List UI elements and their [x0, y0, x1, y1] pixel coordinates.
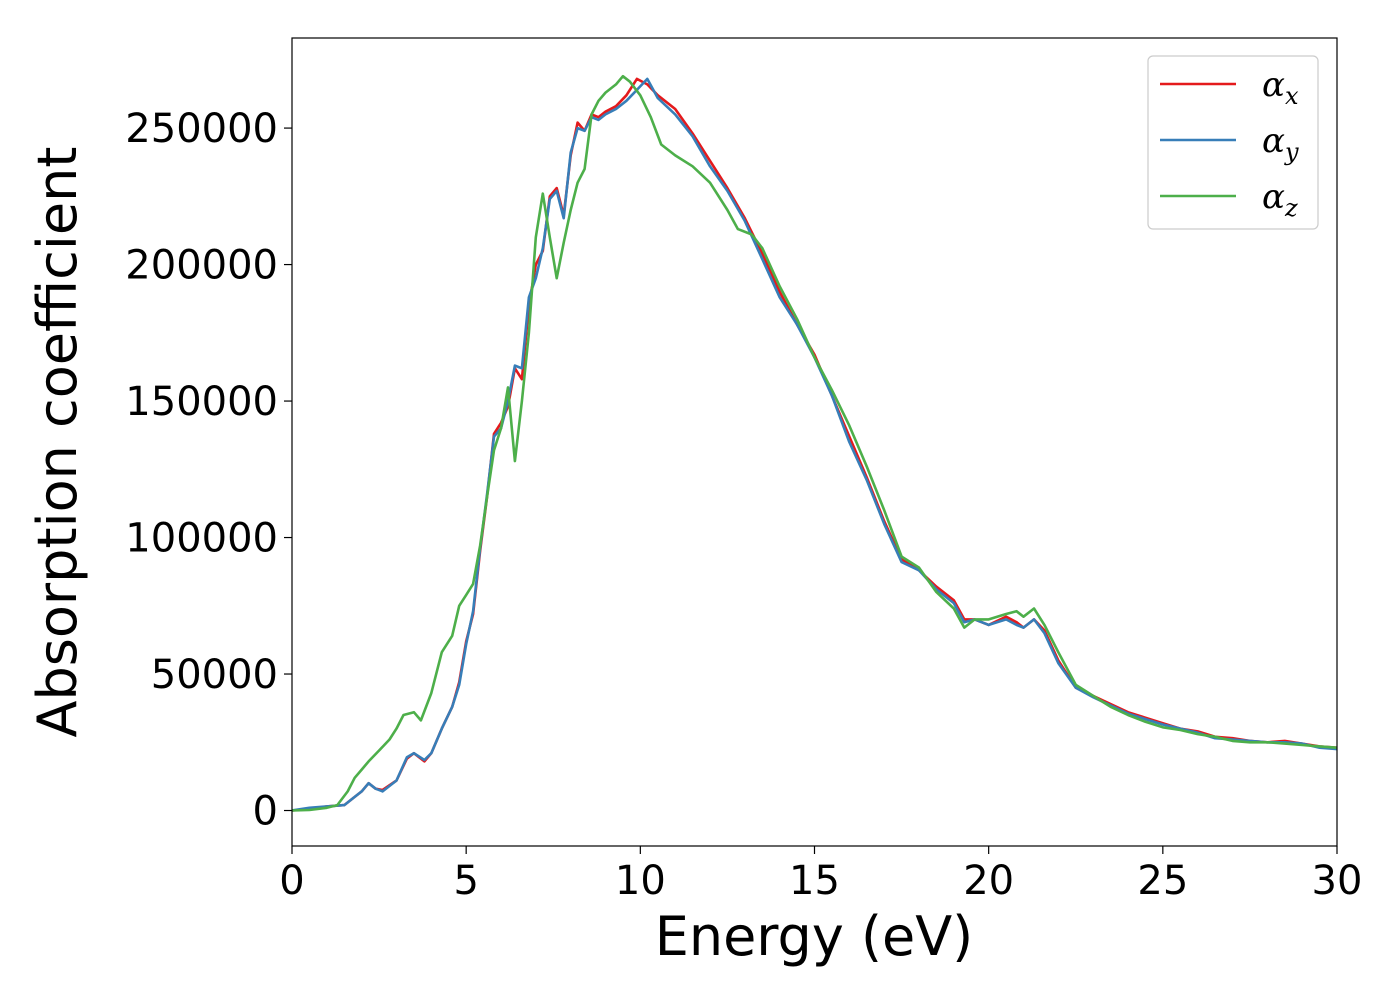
legend-label-y: αy: [1262, 121, 1299, 166]
y-tick-label: 0: [253, 789, 278, 835]
legend-label-x: αx: [1262, 65, 1299, 110]
x-axis-title: Energy (eV): [655, 905, 974, 968]
x-tick-label: 25: [1137, 858, 1188, 904]
y-tick-label: 200000: [125, 243, 278, 289]
x-tick-label: 5: [453, 858, 478, 904]
x-tick-label: 10: [615, 858, 666, 904]
x-tick-label: 30: [1312, 858, 1363, 904]
x-tick-label: 0: [279, 858, 304, 904]
legend: αx αy αz: [1147, 55, 1319, 230]
y-axis-title: Absorption coefficient: [26, 147, 89, 738]
x-tick-label: 20: [963, 858, 1014, 904]
legend-box: [1147, 55, 1319, 230]
series-line-z: [292, 74, 1337, 812]
y-tick-label: 250000: [125, 106, 278, 152]
y-tick-label: 150000: [125, 379, 278, 425]
legend-label-z: αz: [1262, 177, 1298, 222]
x-axis: 0 5 10 15 20 25 30: [279, 846, 1362, 904]
y-tick-label: 50000: [151, 652, 278, 698]
x-tick-label: 15: [789, 858, 840, 904]
series-layer: [292, 74, 1337, 812]
y-tick-label: 100000: [125, 516, 278, 562]
y-axis: 0 50000 100000 150000 200000 250000: [125, 106, 292, 835]
